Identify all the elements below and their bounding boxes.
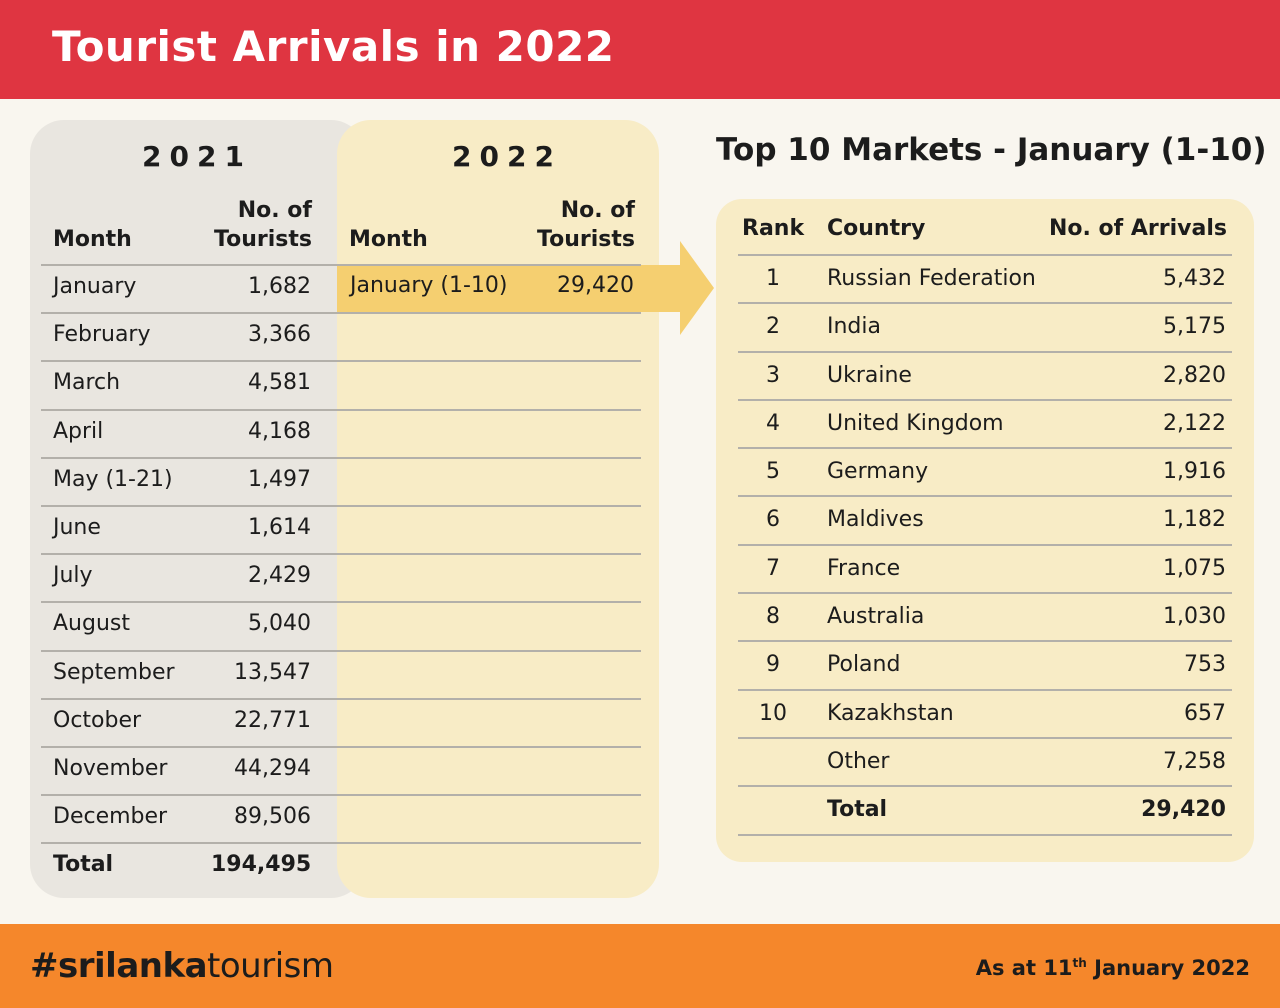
as-at-date: As at 11th January 2022 [975, 956, 1250, 980]
table-row: 6 Maldives 1,182 [738, 495, 1232, 543]
monthly-table: January 1,682 February 3,366 March 4,581 Ap… [41, 264, 641, 890]
table-bottom-rule [738, 833, 1232, 836]
total-row: Total 194,495 [41, 842, 641, 890]
col-tourists-2021: No. of Tourists [214, 198, 312, 252]
jan-2022-value: 29,420 [557, 273, 634, 298]
table-row: July 2,429 [41, 553, 641, 601]
arrow-right-icon [680, 241, 714, 335]
year-2021-heading: 2021 [142, 140, 252, 173]
total-row: Total 29,420 [738, 785, 1232, 833]
col-country: Country [827, 216, 926, 241]
table-row: 10 Kazakhstan 657 [738, 688, 1232, 737]
table-row: 9 Poland 753 [738, 640, 1232, 688]
table-row: April 4,168 [41, 408, 641, 457]
top10-panel [716, 199, 1254, 862]
table-row: August 5,040 [41, 601, 641, 649]
footer-banner [0, 924, 1280, 1008]
panel-2022 [337, 120, 659, 898]
col-month-2022: Month [349, 227, 428, 252]
table-row: 8 Australia 1,030 [738, 592, 1232, 640]
hashtag-logo: #srilankatourism [30, 946, 334, 986]
table-row: October 22,771 [41, 697, 641, 746]
panel-2021 [30, 120, 365, 898]
table-row: September 13,547 [41, 649, 641, 698]
header-banner: Tourist Arrivals in 2022 [0, 0, 1280, 99]
table-row: May (1-21) 1,497 [41, 456, 641, 505]
top10-table: 1 Russian Federation 5,432 2 India 5,175 3 Uk… [738, 254, 1232, 836]
jan-2022-month: January (1-10) [350, 273, 508, 298]
col-rank: Rank [742, 216, 805, 241]
table-row: 2 India 5,175 [738, 302, 1232, 350]
table-row: Other 7,258 [738, 736, 1232, 785]
page-title: Tourist Arrivals in 2022 [52, 22, 615, 71]
table-row: November 44,294 [41, 745, 641, 794]
table-row: February 3,366 [41, 312, 641, 360]
top10-title: Top 10 Markets - January (1-10) [716, 132, 1267, 168]
jan-2022-highlight [337, 265, 687, 312]
table-row: January 1,682 [41, 264, 641, 312]
table-row: June 1,614 [41, 504, 641, 553]
table-row: 3 Ukraine 2,820 [738, 350, 1232, 399]
col-tourists-2022: No. of Tourists [537, 198, 635, 252]
year-2022-heading: 2022 [452, 140, 562, 173]
table-row: 5 Germany 1,916 [738, 447, 1232, 495]
col-month-2021: Month [53, 227, 132, 252]
table-row: 1 Russian Federation 5,432 [738, 254, 1232, 302]
col-arrivals: No. of Arrivals [1049, 216, 1227, 241]
table-row: 7 France 1,075 [738, 543, 1232, 592]
table-row: March 4,581 [41, 360, 641, 408]
table-row: December 89,506 [41, 794, 641, 842]
table-row: 4 United Kingdom 2,122 [738, 398, 1232, 447]
